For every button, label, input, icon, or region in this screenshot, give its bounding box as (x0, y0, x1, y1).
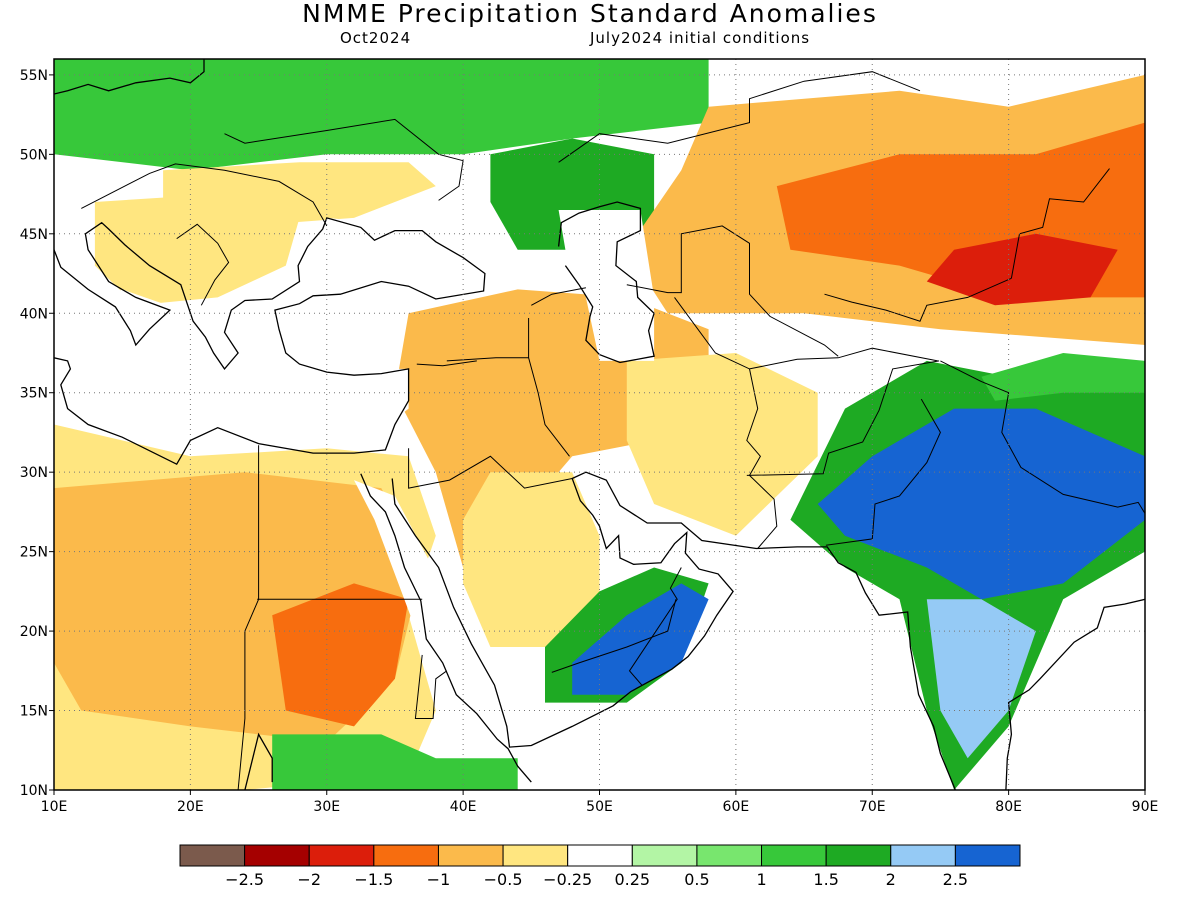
graticule (54, 59, 1145, 790)
lon-tick-label: 90E (1132, 799, 1159, 815)
colorbar-swatch (502, 844, 569, 867)
lon-tick-label: 20E (177, 799, 204, 815)
colorbar-swatch (437, 844, 504, 867)
colorbar-swatch (244, 844, 310, 867)
colorbar-label: 1.5 (813, 870, 838, 889)
water-caspian-sea (558, 210, 655, 361)
water-mask-layer (54, 210, 1145, 790)
colorbar-label: 0.5 (684, 870, 709, 889)
lon-tick-label: 40E (450, 799, 477, 815)
anomaly-region-northern-europe-wet (54, 59, 709, 171)
anomaly-region-sudan-core (272, 583, 409, 727)
lat-tick-label: 55N (20, 68, 48, 84)
colorbar-label: −1 (427, 870, 451, 889)
anomaly-region-balkans-dry (94, 194, 300, 306)
border-9 (746, 360, 940, 476)
lat-tick-label: 15N (20, 704, 48, 720)
colorbar-swatch (308, 844, 375, 867)
lat-tick-label: 40N (20, 306, 48, 322)
colorbar-swatch (373, 844, 439, 867)
border-14 (1010, 168, 1110, 279)
border-8 (746, 368, 778, 549)
border-10 (825, 398, 941, 546)
lat-tick-label: 30N (20, 465, 48, 481)
colorbar-swatch (567, 844, 633, 867)
water-black-sea (292, 217, 484, 295)
lat-tick-label: 35N (20, 386, 48, 402)
lon-tick-label: 80E (995, 799, 1022, 815)
lat-tick-label: 10N (20, 783, 48, 799)
coastline-1 (360, 473, 532, 783)
axis-ticks: 10E 20E 30E 40E 50E 60E 70E 80E 90E 10N 15N 20N 25N 3… (20, 68, 1159, 815)
colorbar-swatch (954, 844, 1021, 867)
lat-tick-label: 45N (20, 227, 48, 243)
border-11 (940, 360, 1145, 514)
border-4 (416, 360, 477, 367)
coastline-2 (391, 471, 957, 790)
water-mediterranean (54, 289, 409, 457)
border-21 (551, 599, 677, 673)
coastline-layer (54, 59, 1145, 790)
anomaly-region-tianshan-core (926, 233, 1118, 306)
border-17 (81, 163, 328, 227)
colorbar-label: −1.5 (354, 870, 393, 889)
colorbar: −2.5 −2 −1.5 −1 −0.5 −0.25 0.25 0.5 1 1.5 2 2.5 (179, 844, 1021, 889)
colorbar-label: 1 (756, 870, 766, 889)
lat-tick-label: 20N (20, 624, 48, 640)
colorbar-label: 2 (886, 870, 896, 889)
border-20 (628, 567, 682, 686)
initial-conditions: July2024 initial conditions (590, 29, 811, 47)
lon-tick-label: 50E (586, 799, 613, 815)
coastline-4 (557, 201, 655, 364)
water-arabian-sea (517, 551, 955, 790)
lon-tick-label: 70E (859, 799, 886, 815)
anomaly-fill-layer (54, 59, 1145, 790)
colorbar-swatch (825, 844, 892, 867)
border-7 (674, 297, 938, 370)
anomaly-region-iran-afghan-dry (626, 353, 818, 536)
border-13 (824, 277, 1012, 322)
colorbar-label: −0.5 (484, 870, 523, 889)
coastline-6 (244, 732, 273, 790)
colorbar-label: −2.5 (225, 870, 264, 889)
colorbar-label: 2.5 (943, 870, 968, 889)
lon-tick-label: 30E (313, 799, 340, 815)
colorbar-label: −2 (297, 870, 321, 889)
border-3 (446, 357, 570, 457)
lon-tick-label: 60E (723, 799, 750, 815)
coastline-0 (54, 217, 486, 466)
border-2 (408, 448, 573, 489)
anomaly-region-oman-core (572, 583, 709, 695)
border-18 (176, 223, 230, 306)
colorbar-label: 0.25 (614, 870, 650, 889)
water-persian-gulf (572, 472, 682, 568)
anomaly-region-arabia-dry (463, 472, 600, 647)
colorbar-label: −0.25 (543, 870, 592, 889)
border-19 (414, 654, 448, 719)
coastline-3 (1005, 598, 1145, 790)
colorbar-swatch (696, 844, 763, 867)
forecast-month: Oct2024 (340, 29, 412, 47)
colorbar-swatch (179, 844, 246, 867)
water-bay-of-bengal (1015, 607, 1145, 790)
lat-tick-label: 25N (20, 545, 48, 561)
colorbar-swatch (761, 844, 827, 867)
water-red-sea (354, 480, 511, 751)
anomaly-region-tibet-wet (981, 353, 1145, 401)
border-16 (224, 118, 464, 201)
lon-tick-label: 10E (41, 799, 68, 815)
lat-tick-label: 50N (20, 147, 48, 163)
border-15 (558, 71, 921, 163)
map-title: NMME Precipitation Standard Anomalies (302, 0, 878, 28)
border-6 (531, 287, 586, 306)
colorbar-swatch (631, 844, 698, 867)
anomaly-region-horn-wet (272, 734, 532, 790)
colorbar-swatch (890, 844, 956, 867)
coastline-5 (54, 59, 205, 95)
